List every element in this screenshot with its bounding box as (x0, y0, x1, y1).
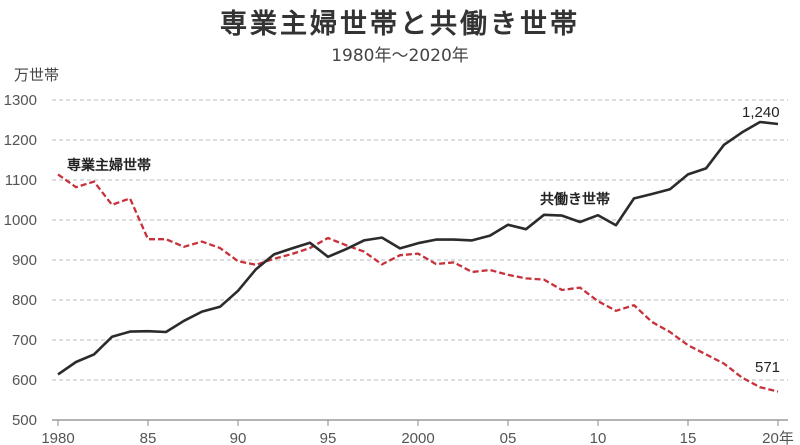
housewife-series-label: 専業主婦世帯 (67, 157, 151, 174)
x-tick-label: 20年 (762, 430, 794, 445)
y-tick-label: 700 (12, 332, 37, 349)
x-tick-label: 90 (230, 430, 247, 445)
gridlines (52, 99, 788, 421)
x-tick-label: 1980 (41, 430, 74, 445)
y-tick-label: 1200 (4, 132, 37, 149)
y-tick-label: 500 (12, 412, 37, 429)
x-tick-label: 85 (140, 430, 157, 445)
series-lines (57, 120, 779, 393)
y-axis-unit: 万世帯 (14, 66, 60, 84)
chart-title: 専業主婦世帯と共働き世帯 (220, 9, 580, 40)
dual-income-series-line (57, 120, 779, 376)
chart-subtitle: 1980年～2020年 (331, 46, 469, 66)
dual-income-series-label: 共働き世帯 (540, 191, 610, 208)
y-tick-label: 1000 (4, 212, 37, 229)
y-tick-label: 1300 (4, 92, 37, 109)
x-tick-label: 05 (500, 430, 517, 445)
dual-income-end-value: 1,240 (742, 104, 780, 121)
y-axis-ticks: 500 600 700 800 900 1000 1100 1200 1300 (4, 92, 37, 429)
x-tick-label: 95 (320, 430, 337, 445)
housewife-end-value: 571 (755, 359, 780, 376)
y-tick-label: 900 (12, 252, 37, 269)
y-tick-label: 1100 (5, 172, 37, 189)
y-tick-label: 600 (12, 372, 37, 389)
x-tick-label: 15 (680, 430, 697, 445)
y-tick-label: 800 (12, 292, 37, 309)
x-tick-label: 2000 (401, 430, 434, 445)
x-axis-ticks: 1980 85 90 95 2000 05 10 15 20年 (41, 420, 794, 445)
housewife-series-line (57, 173, 779, 393)
x-tick-label: 10 (590, 430, 607, 445)
